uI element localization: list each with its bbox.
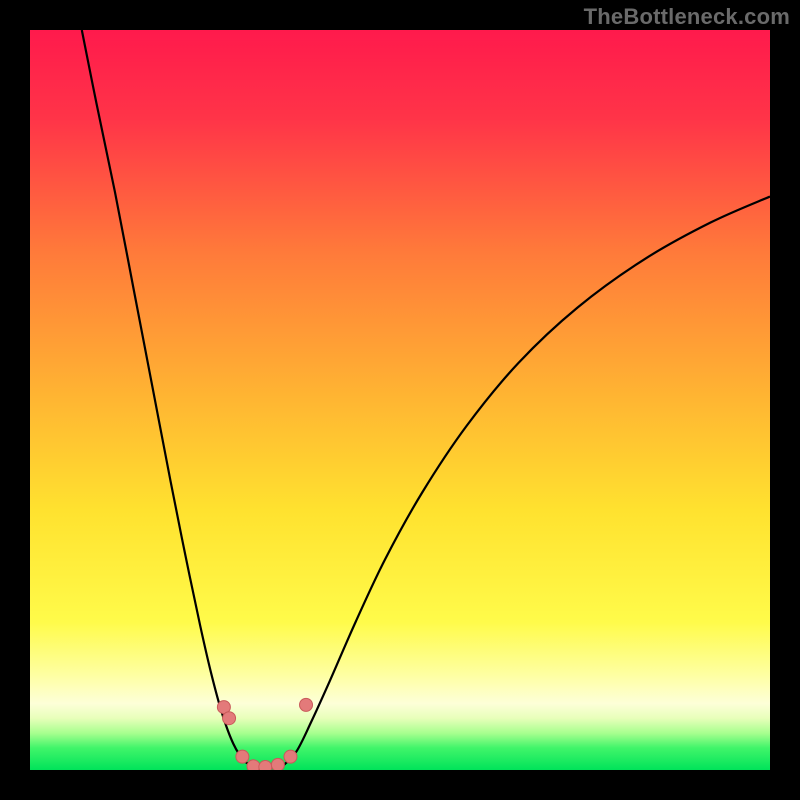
watermark-source: TheBottleneck.com [584,4,790,30]
curve-right [282,197,770,768]
valley-marker [223,712,236,725]
curve-left [82,30,256,767]
valley-marker [247,760,260,770]
valley-markers [217,698,312,770]
valley-marker [259,761,272,770]
valley-marker [236,750,249,763]
chart-container: TheBottleneck.com [0,0,800,800]
valley-marker [300,698,313,711]
plot-area [30,30,770,770]
valley-marker [271,758,284,770]
valley-marker [284,750,297,763]
bottleneck-curve-svg [30,30,770,770]
